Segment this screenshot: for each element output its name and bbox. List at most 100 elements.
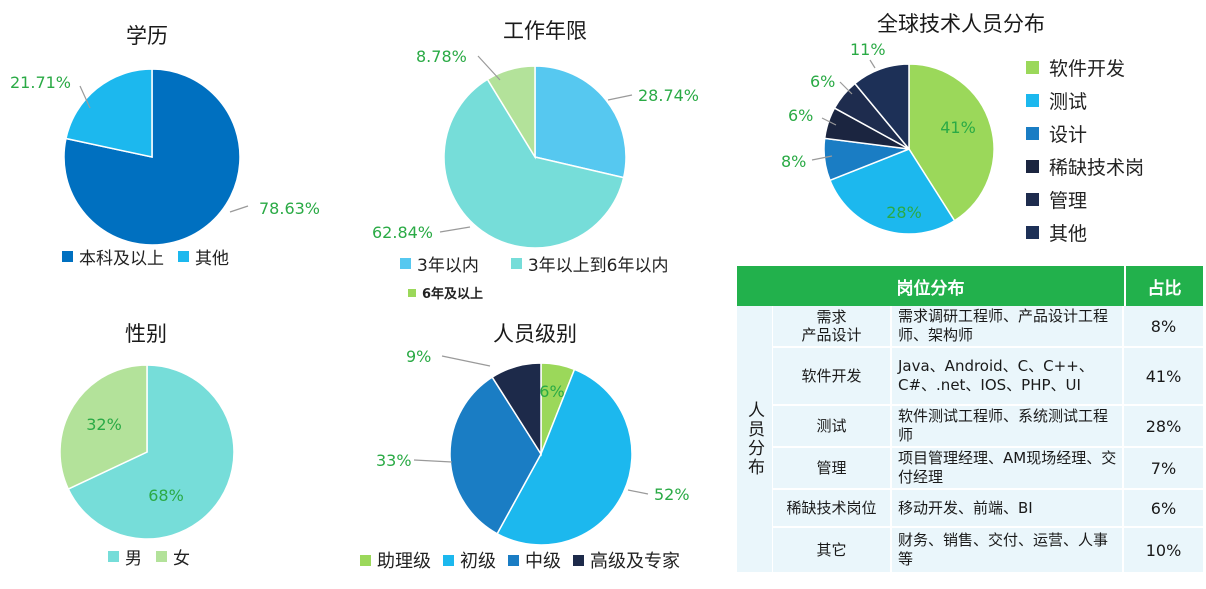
pie-slice: [491, 362, 542, 457]
legend-global-distribution: 软件开发 测试 设计 稀缺技术岗 管理 其他: [1026, 55, 1144, 245]
cell-titles: 财务、销售、交付、运营、人事等: [892, 528, 1124, 572]
legend-swatch: [573, 554, 584, 566]
legend-item-software: 软件开发: [1026, 55, 1144, 80]
data-label: 6%: [810, 72, 835, 91]
cell-titles: 软件测试工程师、系统测试工程师: [892, 406, 1124, 446]
legend-swatch: [1026, 193, 1039, 206]
legend-swatch: [1026, 226, 1039, 239]
legend-gender: 男 女: [108, 544, 190, 569]
cell-role: 测试: [773, 406, 892, 446]
legend-label: 高级及专家: [590, 551, 680, 572]
legend-swatch: [108, 551, 119, 562]
legend-swatch: [400, 258, 411, 269]
data-label: 28%: [886, 203, 922, 222]
data-label: 41%: [940, 118, 976, 137]
data-label: 33%: [376, 451, 412, 470]
legend-item-junior: 初级: [443, 547, 496, 573]
legend-item-senior: 高级及专家: [573, 547, 680, 573]
legend-swatch: [1026, 127, 1039, 140]
leader-line: [439, 226, 471, 233]
pie-slice: [496, 368, 633, 546]
leader-line: [627, 489, 649, 495]
chart-title-level: 人员级别: [493, 322, 577, 346]
legend-label: 其他: [1049, 223, 1088, 245]
legend-swatch: [156, 551, 167, 562]
pie-slice: [443, 78, 625, 249]
legend-label: 中级: [525, 551, 561, 572]
leader-line: [607, 94, 633, 101]
cell-share: 41%: [1145, 366, 1182, 386]
data-label: 28.74%: [638, 86, 699, 105]
data-label: 8%: [781, 152, 806, 171]
cell-role: 软件开发: [773, 348, 892, 404]
pie-slice: [67, 364, 235, 540]
cell-role: 需求 产品设计: [773, 306, 892, 346]
pie-slice: [853, 63, 910, 152]
cell-share: 8%: [1150, 316, 1177, 336]
table-row: 管理 项目管理经理、AM现场经理、交付经理 7%: [773, 448, 1203, 490]
legend-item-others: 其他: [1026, 220, 1144, 245]
legend-item-testing: 测试: [1026, 88, 1144, 113]
table-row: 其它 财务、销售、交付、运营、人事等 10%: [773, 528, 1203, 572]
cell-titles: 需求调研工程师、产品设计工程师、架构师: [892, 306, 1124, 346]
legend-item-scarce: 稀缺技术岗: [1026, 154, 1144, 179]
leader-line: [79, 85, 91, 109]
legend-item-other: 其他: [178, 244, 229, 269]
chart-title-education: 学历: [126, 24, 168, 48]
legend-swatch: [510, 258, 522, 269]
legend-level: 助理级 初级 中级 高级及专家: [360, 547, 680, 573]
position-distribution-table: 岗位分布 占比 人员分布 需求 产品设计 需求调研工程师、产品设计工程师、架构师…: [737, 266, 1203, 572]
legend-label: 助理级: [377, 551, 431, 572]
cell-share: 6%: [1150, 498, 1177, 518]
table-row: 稀缺技术岗位 移动开发、前端、BI 6%: [773, 490, 1203, 528]
legend-label: 测试: [1049, 91, 1088, 113]
legend-item-female: 女: [156, 544, 190, 569]
legend-label: 男: [125, 549, 142, 569]
data-label: 68%: [148, 486, 184, 505]
legend-swatch: [1026, 94, 1039, 107]
cell-titles: Java、Android、C、C++、C#、.net、IOS、PHP、UI: [892, 348, 1124, 404]
cell-role: 稀缺技术岗位: [773, 490, 892, 526]
table-body: 人员分布 需求 产品设计 需求调研工程师、产品设计工程师、架构师 8% 软件开发…: [737, 306, 1203, 572]
legend-swatch: [1026, 61, 1039, 74]
pie-slice: [534, 65, 627, 179]
legend-label: 3年以上到6年以内: [527, 256, 669, 276]
chart-title-global-distribution: 全球技术人员分布: [877, 12, 1045, 36]
legend-label: 管理: [1049, 190, 1088, 212]
legend-item-management: 管理: [1026, 187, 1144, 212]
pie-slice: [59, 364, 148, 491]
table-row: 需求 产品设计 需求调研工程师、产品设计工程师、架构师 8%: [773, 306, 1203, 348]
legend-label: 稀缺技术岗: [1049, 157, 1145, 179]
legend-item-design: 设计: [1026, 121, 1144, 146]
legend-label: 初级: [460, 551, 496, 572]
data-label: 62.84%: [372, 223, 433, 242]
leader-line: [821, 117, 837, 126]
data-label: 8.78%: [416, 47, 467, 66]
table-row: 测试 软件测试工程师、系统测试工程师 28%: [773, 406, 1203, 448]
leader-line: [839, 81, 853, 95]
legend-item-6-plus: 6年及以上: [408, 283, 483, 302]
table-row: 软件开发 Java、Android、C、C++、C#、.net、IOS、PHP、…: [773, 348, 1203, 406]
legend-item-male: 男: [108, 544, 142, 569]
data-label: 32%: [86, 415, 122, 434]
chart-title-work-years: 工作年限: [503, 19, 587, 43]
cell-role: 管理: [773, 448, 892, 488]
legend-label: 其他: [195, 249, 229, 269]
pie-slice: [65, 68, 153, 158]
leader-line: [477, 55, 501, 81]
table-header-share: 占比: [1126, 266, 1203, 306]
table-rows: 需求 产品设计 需求调研工程师、产品设计工程师、架构师 8% 软件开发 Java…: [773, 306, 1203, 572]
legend-work-years: 3年以内 3年以上到6年以内: [400, 251, 668, 276]
data-label: 78.63%: [259, 199, 320, 218]
cell-share: 28%: [1145, 416, 1182, 436]
data-label: 6%: [788, 106, 813, 125]
legend-work-years-row2: 6年及以上: [408, 283, 483, 302]
data-label: 52%: [654, 485, 690, 504]
chart-title-gender: 性别: [125, 322, 167, 346]
legend-education: 本科及以上 其他: [62, 244, 229, 269]
legend-item-assistant: 助理级: [360, 547, 431, 573]
legend-item-bachelor: 本科及以上: [62, 244, 164, 269]
legend-swatch: [360, 554, 371, 566]
cell-titles: 项目管理经理、AM现场经理、交付经理: [892, 448, 1124, 488]
data-label: 6%: [539, 382, 564, 401]
